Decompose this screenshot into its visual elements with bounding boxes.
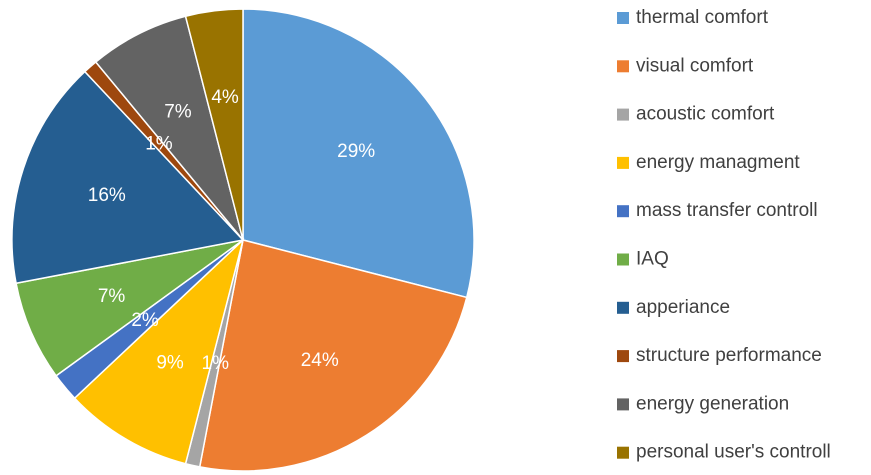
legend-swatch bbox=[617, 205, 629, 218]
legend-swatch bbox=[617, 301, 629, 314]
legend-label: energy generation bbox=[636, 393, 789, 414]
legend-label: IAQ bbox=[636, 249, 669, 270]
legend-label: energy managment bbox=[636, 152, 800, 173]
legend-swatch bbox=[617, 156, 629, 169]
pie-slice bbox=[94, 15, 244, 241]
legend-swatch bbox=[617, 446, 629, 459]
legend-label: acoustic comfort bbox=[636, 104, 775, 125]
legend-swatch bbox=[617, 350, 629, 363]
data-label: 7% bbox=[98, 286, 126, 307]
data-label: 7% bbox=[164, 101, 192, 122]
data-label: 16% bbox=[88, 185, 126, 206]
legend-swatch bbox=[617, 253, 629, 266]
pie-slice bbox=[184, 8, 244, 241]
legend-swatch bbox=[617, 108, 629, 121]
legend-label: personal user's controll bbox=[636, 442, 831, 463]
legend-swatch bbox=[617, 12, 629, 24]
data-label: 2% bbox=[131, 310, 159, 331]
legend-swatch bbox=[617, 60, 629, 73]
legend-label: mass transfer controll bbox=[636, 200, 818, 221]
data-label: 29% bbox=[337, 141, 375, 162]
legend-label: structure performance bbox=[636, 345, 822, 366]
pie-slice bbox=[73, 237, 245, 465]
legend-label: visual comfort bbox=[636, 55, 754, 76]
pie-slice bbox=[242, 8, 475, 299]
pie-slice bbox=[198, 239, 468, 472]
data-label: 1% bbox=[202, 353, 230, 374]
data-label: 24% bbox=[301, 350, 339, 371]
pie-slice bbox=[11, 70, 245, 285]
legend-label: apperiance bbox=[636, 297, 730, 318]
legend-swatch bbox=[617, 398, 629, 411]
data-label: 9% bbox=[156, 352, 184, 373]
data-label: 4% bbox=[211, 87, 239, 108]
data-label: 1% bbox=[145, 134, 173, 155]
legend-label: thermal comfort bbox=[636, 7, 769, 28]
pie-slice bbox=[15, 239, 244, 377]
